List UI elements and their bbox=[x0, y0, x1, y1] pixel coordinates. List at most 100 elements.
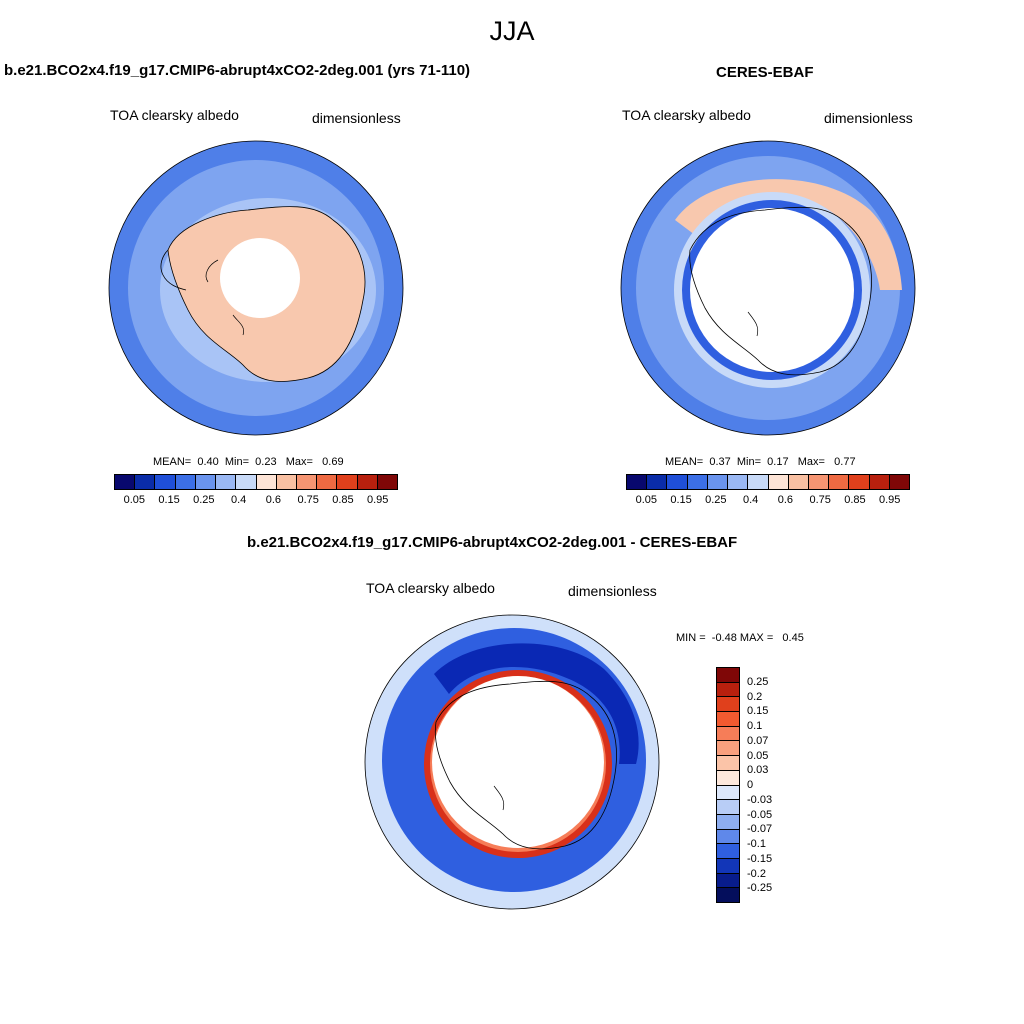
figure-title: JJA bbox=[489, 16, 535, 46]
panel2-map-warm-band bbox=[675, 179, 902, 290]
panel1-map-coast-detail bbox=[205, 259, 244, 336]
panel2-map-polar-gap bbox=[690, 208, 854, 372]
panel3-variable: TOA clearsky albedo bbox=[366, 580, 495, 596]
panel2-colorbar bbox=[626, 474, 910, 490]
colorbar-swatch bbox=[717, 814, 739, 830]
colorbar-swatch bbox=[808, 475, 830, 489]
panel3-units: dimensionless bbox=[568, 583, 657, 599]
colorbar-tick-label: 0.2 bbox=[747, 690, 763, 703]
colorbar-tick-label: 0.15 bbox=[158, 494, 180, 506]
colorbar-swatch bbox=[717, 800, 739, 815]
colorbar-tick-label: 0.75 bbox=[297, 494, 319, 506]
colorbar-tick-label: 0.95 bbox=[878, 494, 901, 506]
colorbar-swatch bbox=[296, 475, 318, 489]
panel3-map-dark-band bbox=[434, 643, 639, 764]
colorbar-swatch bbox=[869, 475, 890, 489]
panel3-colorbar-ticks: 0.25 0.2 0.15 0.1 0.07 0.05 0.03 0 -0.03 -0.05 -0.… bbox=[747, 667, 787, 903]
colorbar-tick-label: 0.05 bbox=[123, 494, 145, 506]
colorbar-tick-label: 0.05 bbox=[747, 749, 769, 762]
colorbar-swatch bbox=[135, 475, 156, 489]
colorbar-swatch bbox=[889, 475, 910, 489]
colorbar-swatch bbox=[155, 475, 176, 489]
colorbar-tick-label: 0.03 bbox=[747, 764, 769, 777]
panel1-map bbox=[108, 140, 404, 436]
panel1-map-polar-gap bbox=[220, 238, 300, 318]
colorbar-swatch bbox=[717, 756, 739, 771]
panel2-colorbar-ticks: 0.05 0.15 0.25 0.4 0.6 0.75 0.85 0.95 bbox=[626, 494, 910, 508]
colorbar-swatch bbox=[717, 741, 739, 757]
panel2-variable: TOA clearsky albedo bbox=[622, 107, 751, 123]
colorbar-tick-label: -0.15 bbox=[747, 852, 773, 865]
panel1-colorbar bbox=[114, 474, 398, 490]
colorbar-tick-label: 0.25 bbox=[705, 494, 727, 506]
colorbar-swatch bbox=[829, 475, 850, 489]
panel1-units: dimensionless bbox=[312, 110, 401, 126]
panel3-map-coast-detail bbox=[493, 785, 505, 811]
colorbar-tick-label: 0.85 bbox=[844, 494, 866, 506]
colorbar-tick-label: 0.07 bbox=[747, 734, 769, 747]
colorbar-swatch bbox=[788, 475, 809, 489]
colorbar-swatch bbox=[717, 697, 739, 713]
colorbar-tick-label: 0.05 bbox=[635, 494, 657, 506]
colorbar-swatch bbox=[707, 475, 729, 489]
colorbar-swatch bbox=[717, 873, 739, 889]
colorbar-tick-label: 0.25 bbox=[193, 494, 215, 506]
colorbar-swatch bbox=[717, 858, 739, 874]
colorbar-swatch bbox=[175, 475, 196, 489]
colorbar-tick-label: 0.15 bbox=[670, 494, 692, 506]
panel2-map bbox=[620, 140, 916, 436]
colorbar-swatch bbox=[377, 475, 398, 489]
panel2-map-coast-detail bbox=[747, 311, 759, 337]
panel2-title: CERES-EBAF bbox=[716, 64, 814, 81]
colorbar-swatch bbox=[717, 682, 739, 698]
colorbar-tick-label: 0.25 bbox=[747, 675, 769, 688]
panel3-map-antarctica bbox=[434, 680, 617, 850]
colorbar-tick-label: -0.25 bbox=[747, 882, 773, 895]
colorbar-swatch bbox=[687, 475, 708, 489]
colorbar-swatch bbox=[627, 475, 648, 489]
colorbar-tick-label: 0.95 bbox=[366, 494, 389, 506]
colorbar-tick-label: -0.07 bbox=[747, 823, 773, 836]
colorbar-swatch bbox=[717, 712, 739, 727]
panel3-map bbox=[364, 614, 660, 910]
colorbar-tick-label: 0.4 bbox=[230, 494, 247, 506]
colorbar-swatch bbox=[647, 475, 668, 489]
colorbar-tick-label: 0 bbox=[747, 779, 754, 791]
colorbar-swatch bbox=[717, 726, 739, 742]
colorbar-swatch bbox=[717, 829, 739, 845]
colorbar-swatch bbox=[216, 475, 237, 489]
colorbar-tick-label: 0.6 bbox=[265, 494, 282, 506]
colorbar-tick-label: -0.05 bbox=[747, 808, 773, 821]
colorbar-swatch bbox=[748, 475, 769, 489]
colorbar-swatch bbox=[728, 475, 749, 489]
panel1-colorbar-ticks: 0.05 0.15 0.25 0.4 0.6 0.75 0.85 0.95 bbox=[114, 494, 398, 508]
panel1-stats: MEAN= 0.40 Min= 0.23 Max= 0.69 bbox=[153, 456, 344, 468]
panel2-stats: MEAN= 0.37 Min= 0.17 Max= 0.77 bbox=[665, 456, 856, 468]
colorbar-swatch bbox=[717, 844, 739, 859]
panel1-map-peninsula bbox=[160, 249, 187, 291]
colorbar-swatch bbox=[195, 475, 217, 489]
colorbar-swatch bbox=[357, 475, 378, 489]
colorbar-swatch bbox=[768, 475, 789, 489]
colorbar-swatch bbox=[667, 475, 688, 489]
colorbar-swatch bbox=[717, 770, 739, 786]
panel1-variable: TOA clearsky albedo bbox=[110, 107, 239, 123]
colorbar-swatch bbox=[276, 475, 297, 489]
colorbar-tick-label: 0.6 bbox=[777, 494, 794, 506]
colorbar-tick-label: -0.1 bbox=[747, 838, 766, 850]
colorbar-swatch bbox=[256, 475, 277, 489]
panel3-stats: MIN = -0.48 MAX = 0.45 bbox=[676, 632, 804, 644]
panel3-title: b.e21.BCO2x4.f19_g17.CMIP6-abrupt4xCO2-2… bbox=[247, 534, 738, 551]
colorbar-swatch bbox=[717, 785, 739, 801]
colorbar-tick-label: -0.2 bbox=[747, 867, 766, 880]
colorbar-tick-label: 0.75 bbox=[809, 494, 831, 506]
panel2-units: dimensionless bbox=[824, 110, 913, 126]
panel3-map-polar-gap bbox=[432, 676, 604, 848]
colorbar-swatch bbox=[849, 475, 870, 489]
colorbar-tick-label: 0.85 bbox=[332, 494, 354, 506]
colorbar-swatch bbox=[317, 475, 338, 489]
panel2-map-antarctica bbox=[689, 206, 872, 376]
colorbar-tick-label: 0.15 bbox=[747, 705, 769, 718]
colorbar-swatch bbox=[717, 888, 739, 902]
colorbar-tick-label: 0.1 bbox=[747, 720, 763, 732]
